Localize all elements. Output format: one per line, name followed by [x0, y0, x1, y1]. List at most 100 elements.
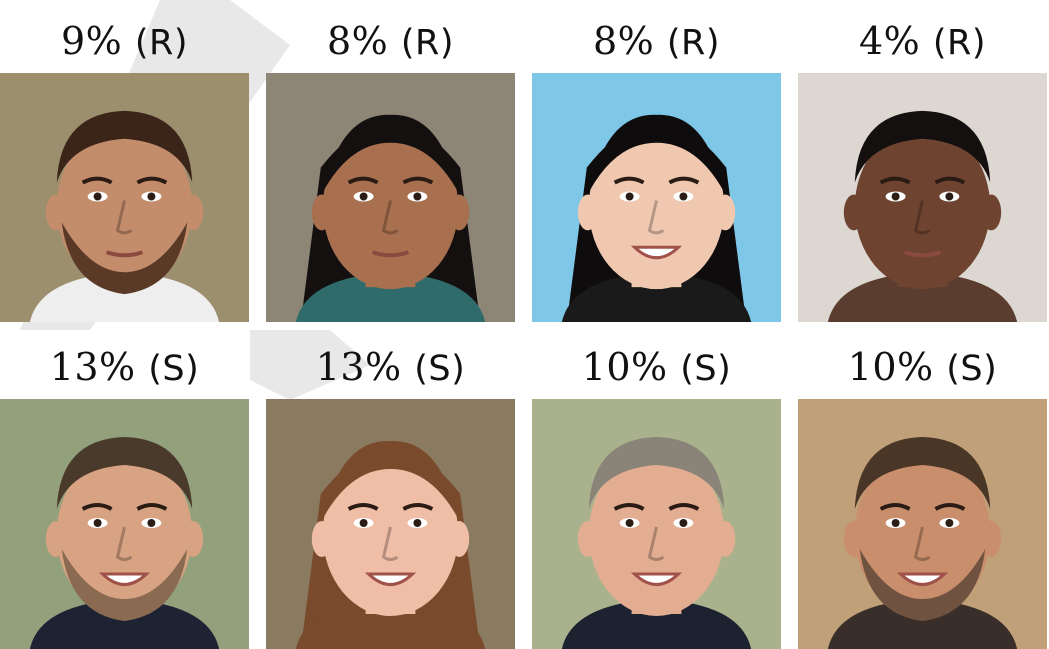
smiling-mouth [98, 572, 151, 586]
mouth [105, 250, 144, 258]
portrait-image [798, 73, 1047, 322]
nose [913, 526, 931, 561]
shoulders [561, 272, 752, 322]
face-photo [266, 73, 515, 322]
label-r2c4: 10% (S) [847, 345, 998, 389]
face-photo [532, 399, 781, 649]
pupil [413, 192, 422, 201]
face [854, 125, 991, 290]
short-hair [854, 437, 991, 509]
label-r2c3: 10% (S) [581, 345, 732, 389]
pupil [147, 192, 156, 201]
pupil [625, 519, 634, 527]
pupil [359, 192, 368, 201]
label-r1c2: 8% (R) [326, 19, 455, 63]
eyebrow [934, 503, 966, 511]
label-r1c4: 4% (R) [858, 19, 987, 63]
nose [647, 200, 665, 235]
pupil [891, 192, 900, 201]
short-hair [56, 437, 193, 509]
pupil [147, 519, 156, 527]
smiling-mouth [364, 572, 417, 586]
beard [61, 549, 188, 621]
face-photo [0, 399, 249, 649]
nose [913, 200, 931, 235]
portrait-image [266, 399, 515, 649]
pupil [945, 192, 954, 201]
pupil [625, 192, 634, 201]
portrait-image [266, 73, 515, 322]
eyebrow [402, 503, 434, 511]
beard [61, 222, 188, 295]
shoulders [295, 272, 486, 322]
face [588, 125, 725, 290]
eyebrow [668, 503, 700, 511]
shoulders [295, 599, 486, 649]
nose [115, 526, 133, 561]
pupil [945, 519, 954, 527]
eyebrow [81, 176, 113, 185]
short-hair [854, 110, 991, 183]
face [322, 125, 459, 290]
face-photo [532, 73, 781, 322]
eyebrow [668, 176, 700, 185]
portrait-image [798, 399, 1047, 649]
label-r1c1: 9% (R) [60, 19, 189, 63]
eyebrow [347, 176, 379, 185]
face [322, 452, 459, 616]
shoulders [561, 599, 752, 649]
nose [381, 526, 399, 561]
shoulders [29, 599, 220, 649]
pupil [891, 519, 900, 527]
smiling-mouth [630, 572, 683, 586]
face [56, 125, 193, 290]
portrait-image [532, 73, 781, 322]
eyebrow [81, 503, 113, 511]
beard [859, 549, 986, 621]
face [588, 452, 725, 616]
face-photo [798, 73, 1047, 322]
eyebrow [347, 503, 379, 511]
eyebrow [879, 176, 911, 185]
mouth [371, 250, 410, 258]
face-photo [266, 399, 515, 649]
hair-top [589, 114, 724, 191]
face [854, 452, 991, 616]
portrait-image [0, 73, 249, 322]
label-r2c1: 13% (S) [49, 345, 200, 389]
nose [115, 200, 133, 235]
nose [647, 526, 665, 561]
pupil [679, 519, 688, 527]
eyebrow [613, 503, 645, 511]
eyebrow [136, 176, 168, 185]
hair-top [323, 440, 458, 517]
portrait-image [532, 399, 781, 649]
short-hair [56, 110, 193, 183]
face-photo [798, 399, 1047, 649]
short-hair [588, 437, 725, 509]
mouth [903, 250, 942, 258]
smiling-mouth [630, 245, 683, 260]
eyebrow [879, 503, 911, 511]
eyebrow [402, 176, 434, 185]
portrait-image [0, 399, 249, 649]
eyebrow [934, 176, 966, 185]
label-r1c3: 8% (R) [592, 19, 721, 63]
pupil [413, 519, 422, 527]
hair-top [323, 114, 458, 191]
pupil [93, 519, 102, 527]
eyebrow [136, 503, 168, 511]
nose [381, 200, 399, 235]
pupil [93, 192, 102, 201]
label-r2c2: 13% (S) [315, 345, 466, 389]
face [56, 452, 193, 616]
shoulders [29, 272, 220, 322]
shoulders [827, 272, 1018, 322]
pupil [359, 519, 368, 527]
pupil [679, 192, 688, 201]
face-photo [0, 73, 249, 322]
shoulders [827, 599, 1018, 649]
eyebrow [613, 176, 645, 185]
smiling-mouth [896, 572, 949, 586]
